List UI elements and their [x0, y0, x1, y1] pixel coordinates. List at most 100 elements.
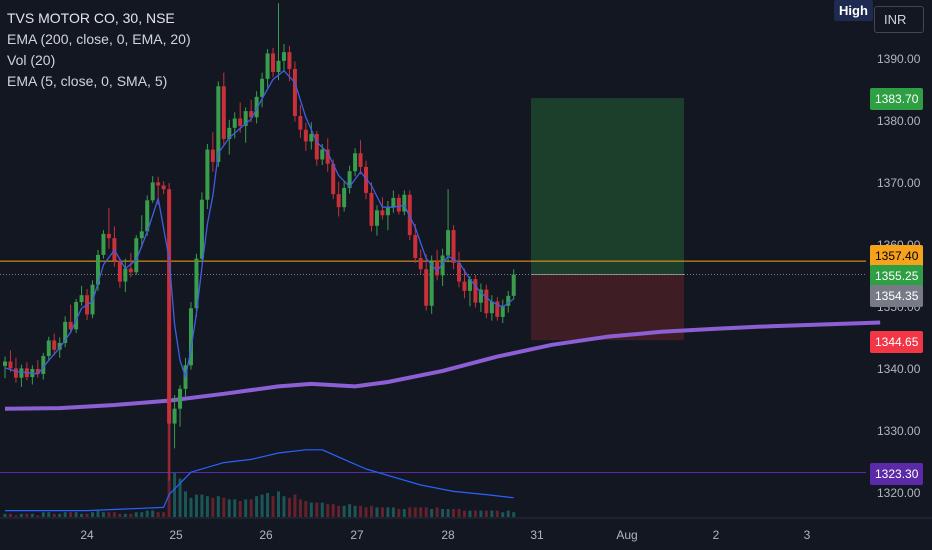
volume-bar — [129, 513, 133, 517]
candle-body — [227, 127, 232, 139]
candle-body — [369, 192, 374, 226]
indicator-ema200-label[interactable]: EMA (200, close, 0, EMA, 20) — [7, 31, 191, 47]
stop-zone — [531, 274, 684, 341]
candle — [303, 122, 308, 151]
candle — [178, 385, 183, 427]
candle-body — [172, 408, 177, 424]
candle — [347, 165, 352, 194]
candle — [325, 138, 330, 172]
candle-body — [117, 260, 122, 282]
high-button[interactable]: High — [834, 0, 873, 21]
volume-bar — [145, 510, 149, 517]
candle-body — [221, 86, 226, 139]
time-tick-label: 26 — [259, 528, 273, 542]
candle-body — [462, 281, 467, 291]
volume-bar — [194, 494, 198, 517]
volume-bar — [424, 507, 428, 517]
candle-body — [424, 269, 429, 306]
candle-body — [101, 233, 106, 255]
volume-bar — [74, 512, 78, 517]
candle — [167, 183, 172, 481]
candle-body — [325, 149, 330, 164]
candle-body — [374, 210, 379, 226]
volume-bar — [446, 509, 450, 517]
indicator-volume-label[interactable]: Vol (20) — [7, 52, 56, 68]
candle-body — [210, 149, 215, 162]
volume-bar — [342, 505, 346, 517]
volume-bar — [337, 505, 341, 517]
volume-bar — [271, 496, 275, 517]
volume-bar — [457, 509, 461, 517]
time-tick-label: 2 — [713, 528, 720, 542]
time-axis[interactable]: 24 25 26 27 28 31 Aug 2 3 — [0, 517, 932, 542]
candle — [194, 253, 199, 317]
volume-bar — [222, 497, 226, 517]
price-tick-label: 1380.00 — [877, 114, 921, 128]
volume-bar — [123, 513, 127, 517]
currency-selector[interactable]: INR — [874, 6, 924, 33]
candle-body — [134, 238, 139, 273]
candle-body — [358, 153, 363, 167]
candle-body — [303, 129, 308, 142]
candle — [63, 316, 68, 348]
volume-bar — [315, 502, 319, 517]
candle — [46, 336, 51, 361]
candle — [101, 230, 106, 259]
candle-body — [320, 149, 325, 160]
volume-bar — [369, 505, 373, 517]
candle — [68, 304, 73, 334]
volume-bar — [441, 509, 445, 517]
candle — [221, 72, 226, 146]
time-tick-label: 28 — [441, 528, 455, 542]
price-tag: 1354.35 — [870, 285, 924, 307]
candle — [287, 45, 292, 82]
candle — [112, 226, 117, 267]
candle-body — [243, 111, 248, 126]
volume-bar — [277, 491, 280, 517]
volume-bar — [63, 512, 67, 517]
candle-body — [353, 153, 358, 172]
volume-bar — [495, 510, 499, 517]
time-tick-label: 31 — [530, 528, 544, 542]
volume-bar — [244, 499, 248, 517]
ema-200-line — [4, 320, 881, 411]
candle — [506, 290, 511, 313]
long-position-tool[interactable] — [531, 98, 684, 341]
candle-body — [484, 289, 489, 314]
candle-body — [74, 302, 79, 330]
volume-bar — [107, 512, 111, 517]
volume-bar — [96, 510, 100, 517]
indicator-ema5-label[interactable]: EMA (5, close, 0, SMA, 5) — [7, 73, 168, 89]
volume-bar — [162, 512, 166, 517]
price-tick-label: 1370.00 — [877, 176, 921, 190]
volume-bar — [118, 513, 122, 517]
chart-legend: TVS MOTOR CO, 30, NSE EMA (200, close, 0… — [7, 8, 191, 92]
volume-bar — [249, 499, 253, 517]
volume-bar — [205, 496, 209, 517]
volume-bar — [512, 512, 516, 517]
candle — [484, 284, 489, 319]
volume-bar — [200, 494, 204, 517]
candle-body — [35, 369, 40, 374]
candle-body — [68, 321, 73, 330]
price-tag: 1323.30 — [870, 463, 924, 485]
candle — [117, 258, 122, 288]
candle — [106, 207, 111, 249]
volume-bar — [419, 507, 423, 517]
volume-bar — [408, 507, 412, 517]
candle — [232, 112, 237, 139]
candle-body — [123, 268, 128, 282]
candle — [446, 189, 451, 263]
volume-bar — [211, 497, 215, 517]
volume-bar — [380, 507, 384, 517]
candle — [358, 140, 363, 175]
target-zone — [531, 98, 684, 275]
volume-bar — [506, 510, 510, 517]
candle — [385, 200, 390, 231]
candle — [172, 395, 177, 449]
symbol-title[interactable]: TVS MOTOR CO, 30, NSE — [7, 10, 175, 26]
time-tick-label: Aug — [616, 528, 637, 542]
candle-body — [52, 340, 57, 350]
candle-body — [287, 52, 292, 69]
